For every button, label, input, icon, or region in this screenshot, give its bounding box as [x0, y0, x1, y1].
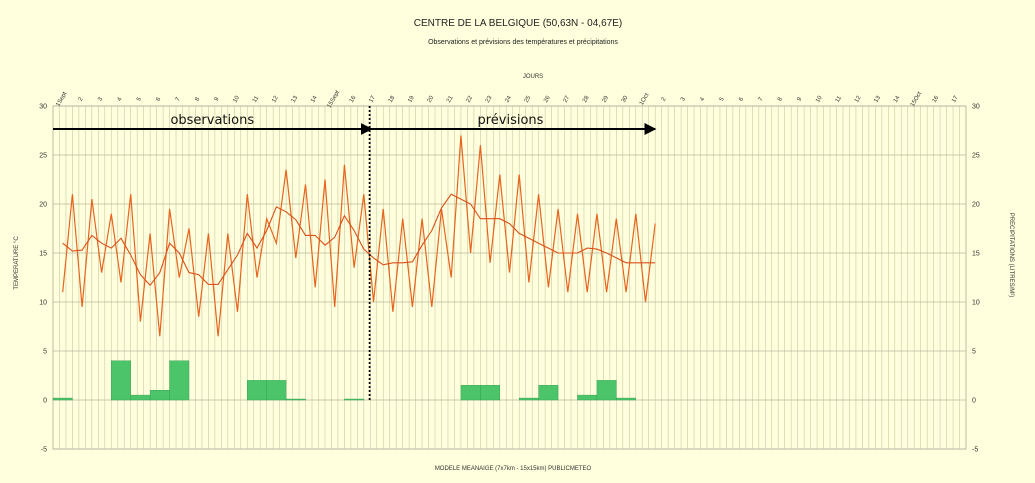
- day-label: 25: [524, 95, 533, 104]
- day-label: 30: [621, 95, 630, 104]
- x-axis-top-label: JOURS: [523, 74, 543, 80]
- day-label: 13: [291, 95, 300, 104]
- day-label: 12: [854, 95, 863, 104]
- day-label: 9: [214, 96, 221, 102]
- y-tick-left: 30: [39, 104, 47, 111]
- y-tick-left: 20: [39, 202, 47, 209]
- precipitation-bar: [596, 380, 617, 401]
- day-label: 3: [680, 96, 687, 102]
- x-axis-bottom-label: MODELE MEANAIGE (7x7km - 15x15km) PUBLIC…: [435, 466, 592, 472]
- day-label: 17: [368, 95, 377, 104]
- precipitation-bars: [52, 360, 636, 401]
- day-label: 10: [815, 95, 824, 104]
- precipitation-bar: [577, 394, 598, 401]
- day-label: 20: [427, 95, 436, 104]
- annotations: observations prévisions: [53, 106, 657, 402]
- day-label: 7: [758, 96, 765, 102]
- precipitation-bar: [460, 385, 481, 401]
- day-label: 11: [252, 95, 261, 104]
- y-tick-right: 20: [972, 202, 980, 209]
- precipitation-bar: [169, 360, 190, 401]
- day-label: 17: [951, 95, 960, 104]
- day-label: 10: [232, 95, 241, 104]
- precipitation-bar: [285, 398, 306, 401]
- day-label: 28: [582, 95, 591, 104]
- day-label: 18: [388, 95, 397, 104]
- day-label: 14: [310, 95, 319, 104]
- precipitation-bar: [247, 380, 267, 401]
- temperature-line: [62, 135, 656, 337]
- annotation-label: prévisions: [477, 113, 543, 128]
- day-label: 14: [893, 95, 902, 104]
- day-ticks: 1Sept 2 3 4 5 6 7 8 9 10 11 12 13 14 15Sept 16 17 18 19 20 2…: [55, 89, 960, 109]
- day-label: 15Oct: [910, 91, 923, 108]
- precipitation-bar: [344, 398, 365, 401]
- day-label: 3: [97, 96, 104, 102]
- precipitation-bar: [480, 385, 500, 401]
- day-label: 12: [271, 95, 280, 104]
- day-label: 2: [661, 96, 668, 102]
- y-tick-left: 5: [43, 349, 47, 356]
- precipitation-bar: [149, 390, 170, 401]
- y-axis-left-label: TEMPERATURE °C: [14, 236, 20, 290]
- y-tick-right: 0: [972, 398, 976, 405]
- day-label: 23: [485, 95, 494, 104]
- y-axis-right-label: PRECIPITATIONS (LITRES/M²): [1008, 213, 1014, 297]
- y-tick-right: 10: [972, 300, 980, 307]
- precipitation-bar: [130, 394, 151, 401]
- y-tick-left: -5: [41, 447, 47, 454]
- day-label: 27: [563, 95, 572, 104]
- mean-temperature-line: [62, 193, 656, 287]
- y-tick-left: 25: [39, 153, 47, 160]
- day-label: 5: [136, 96, 143, 102]
- precipitation-bar: [538, 385, 559, 401]
- day-label: 26: [543, 95, 552, 104]
- y-tick-left: 15: [39, 251, 47, 258]
- y-tick-right: 15: [972, 251, 980, 258]
- y-ticks-right: -5 0 5 10 15 20 25 30: [972, 104, 980, 454]
- day-label: 24: [504, 95, 513, 104]
- precipitation-bar: [111, 360, 131, 401]
- day-label: 8: [194, 96, 201, 102]
- day-label: 7: [175, 96, 182, 102]
- day-label: 21: [446, 95, 455, 104]
- day-label: 4: [699, 96, 706, 102]
- day-label: 13: [873, 95, 882, 104]
- day-label: 6: [156, 96, 163, 102]
- chart-subtitle: Observations et prévisions des températu…: [428, 39, 618, 46]
- day-label: 16: [349, 95, 358, 104]
- day-label: 5: [719, 96, 726, 102]
- y-ticks-left: -5 0 5 10 15 20 25 30: [39, 104, 47, 454]
- y-tick-right: -5: [972, 447, 978, 454]
- day-label: 22: [466, 95, 475, 104]
- grid: [52, 105, 967, 450]
- day-label: 2: [78, 96, 85, 102]
- precipitation-bar: [266, 380, 287, 401]
- temperature-lines: [62, 135, 656, 337]
- day-label: 29: [601, 95, 610, 104]
- day-label: 11: [835, 95, 844, 104]
- day-label: 1Sept: [55, 91, 68, 108]
- day-label: 4: [117, 96, 124, 102]
- precipitation-bar: [52, 397, 73, 401]
- day-label: 19: [407, 95, 416, 104]
- y-tick-left: 0: [43, 398, 47, 405]
- y-tick-left: 10: [39, 300, 47, 307]
- day-label: 6: [738, 96, 745, 102]
- y-tick-right: 30: [972, 104, 980, 111]
- precipitation-bar: [519, 397, 539, 401]
- y-tick-right: 25: [972, 153, 980, 160]
- precipitation-bar: [616, 397, 636, 401]
- annotation-label: observations: [170, 113, 254, 128]
- day-label: 1Oct: [639, 92, 651, 106]
- day-label: 16: [932, 95, 941, 104]
- day-label: 8: [777, 96, 784, 102]
- y-tick-right: 5: [972, 349, 976, 356]
- day-label: 9: [797, 96, 804, 102]
- chart-title: CENTRE DE LA BELGIQUE (50,63N - 04,67E): [414, 18, 622, 29]
- plot-area: [52, 105, 967, 450]
